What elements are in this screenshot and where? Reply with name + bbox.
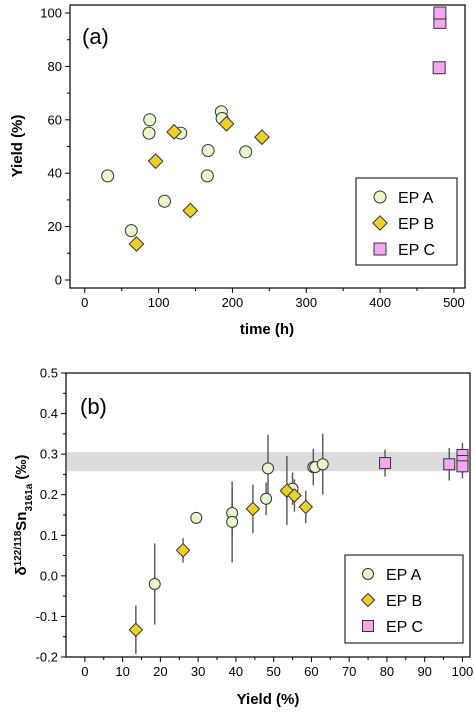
panel-b-marks <box>128 448 469 638</box>
data-point-circle <box>190 511 203 524</box>
x-tick-label: 60 <box>304 664 318 679</box>
panel-b-legend: EP A EP B EP C <box>344 554 464 644</box>
data-point-diamond <box>218 115 235 132</box>
x-tick-label: 0 <box>81 664 88 679</box>
y-title-sub: 3161a <box>24 483 35 511</box>
y-tick-label: 80 <box>48 59 62 74</box>
legend-marker-square <box>362 620 374 632</box>
y-tick-label: -0.2 <box>36 650 58 665</box>
data-point-circle <box>262 462 274 475</box>
data-point-diamond <box>182 202 199 219</box>
x-tick-label: 50 <box>266 664 280 679</box>
data-point-diamond <box>128 622 144 638</box>
y-title-sup: 122/118 <box>13 530 24 566</box>
data-point-square <box>456 460 469 473</box>
data-point-circle <box>143 113 157 127</box>
legend-marker-circle <box>373 190 387 204</box>
legend-entry-label: EP C <box>398 242 435 259</box>
data-point-diamond <box>279 483 295 498</box>
data-point-circle <box>239 145 253 159</box>
x-tick-label: 100 <box>148 295 170 310</box>
panel-b-ticks: 0 10 20 30 40 50 60 70 80 90 100 -0.2 -0.1 0.0 0.1 0.2 0… <box>36 366 474 680</box>
panel-a-ticks: 0 100 200 300 400 500 0 20 40 60 80 100 <box>40 6 464 310</box>
data-point-circle <box>142 126 156 140</box>
y-tick-label: 40 <box>48 166 62 181</box>
x-tick-label: 90 <box>417 664 431 679</box>
data-point-circle <box>148 577 161 590</box>
legend-marker-circle <box>362 568 374 580</box>
data-point-diamond <box>254 129 270 146</box>
data-point-diamond <box>298 499 314 515</box>
y-tick-label: 0.4 <box>40 406 58 421</box>
y-tick-label: 0.0 <box>40 568 58 583</box>
legend-entry-label: EP C <box>386 619 423 636</box>
x-tick-label: 30 <box>191 664 205 679</box>
legend-entry-label: EP A <box>398 190 434 207</box>
x-tick-label: 20 <box>153 664 167 679</box>
y-tick-label: 0 <box>55 272 62 287</box>
data-point-circle <box>201 144 215 158</box>
x-tick-label: 10 <box>115 664 129 679</box>
panel-a-legend-box <box>355 177 458 266</box>
data-point-square <box>379 457 392 470</box>
data-point-diamond <box>147 153 164 170</box>
x-tick-label: 40 <box>229 664 243 679</box>
legend-marker-diamond <box>360 592 376 608</box>
data-point-circle <box>124 224 138 238</box>
data-point-diamond <box>175 542 191 558</box>
data-point-circle <box>200 169 214 183</box>
legend-entry-label: EP B <box>386 593 422 610</box>
x-tick-label: 500 <box>443 295 465 310</box>
x-tick-label: 300 <box>295 295 317 310</box>
data-point-square <box>433 6 447 20</box>
legend-marker-square <box>373 242 387 256</box>
data-point-square <box>432 61 446 75</box>
panel-b-x-axis-title: Yield (%) <box>237 691 300 708</box>
y-tick-label: 60 <box>48 112 62 127</box>
data-point-diamond <box>245 501 261 517</box>
y-tick-label: 0.3 <box>40 447 58 462</box>
y-tick-label: 0.2 <box>40 487 58 502</box>
data-point-circle <box>101 169 115 183</box>
x-tick-label: 0 <box>81 295 88 310</box>
data-point-circle <box>316 458 329 471</box>
panel-b: 0 10 20 30 40 50 60 70 80 90 100 -0.2 -0.1 0.0 0.1 0.2 0… <box>13 366 474 709</box>
legend-entry-label: EP B <box>398 216 434 233</box>
x-tick-label: 70 <box>342 664 356 679</box>
y-tick-label: 20 <box>48 219 62 234</box>
data-point-circle <box>158 194 172 208</box>
data-point-circle <box>260 492 273 505</box>
panel-b-y-axis-title: δ122/118Sn3161a (‰) <box>13 455 35 576</box>
y-tick-label: 0.1 <box>40 528 58 543</box>
x-tick-label: 400 <box>369 295 391 310</box>
y-title-main: Sn <box>13 512 30 531</box>
y-tick-label: 0.5 <box>40 366 58 381</box>
data-point-circle <box>226 515 239 528</box>
panel-a-legend: EP A EP B EP C <box>355 177 458 266</box>
panel-a-x-axis-title: time (h) <box>240 321 294 338</box>
panel-b-label: (b) <box>80 394 107 419</box>
data-point-diamond <box>128 236 145 252</box>
legend-entry-label: EP A <box>386 567 422 584</box>
panel-a-marks <box>101 6 447 252</box>
data-point-square <box>443 458 456 471</box>
panel-a-label: (a) <box>82 24 109 49</box>
data-point-diamond <box>166 123 183 140</box>
data-point-diamond <box>287 488 302 503</box>
y-title-prefix: δ <box>13 566 30 575</box>
y-title-suffix: (‰) <box>13 455 30 484</box>
x-tick-label: 100 <box>452 664 474 679</box>
x-tick-label: 80 <box>380 664 394 679</box>
y-tick-label: -0.1 <box>36 609 58 624</box>
x-tick-label: 200 <box>222 295 244 310</box>
y-tick-label: 100 <box>40 6 62 21</box>
legend-marker-diamond <box>372 215 388 231</box>
panel-a: 0 100 200 300 400 500 0 20 40 60 80 100 (a) time (h… <box>9 4 466 338</box>
panel-a-y-axis-title: Yield (%) <box>9 115 26 178</box>
